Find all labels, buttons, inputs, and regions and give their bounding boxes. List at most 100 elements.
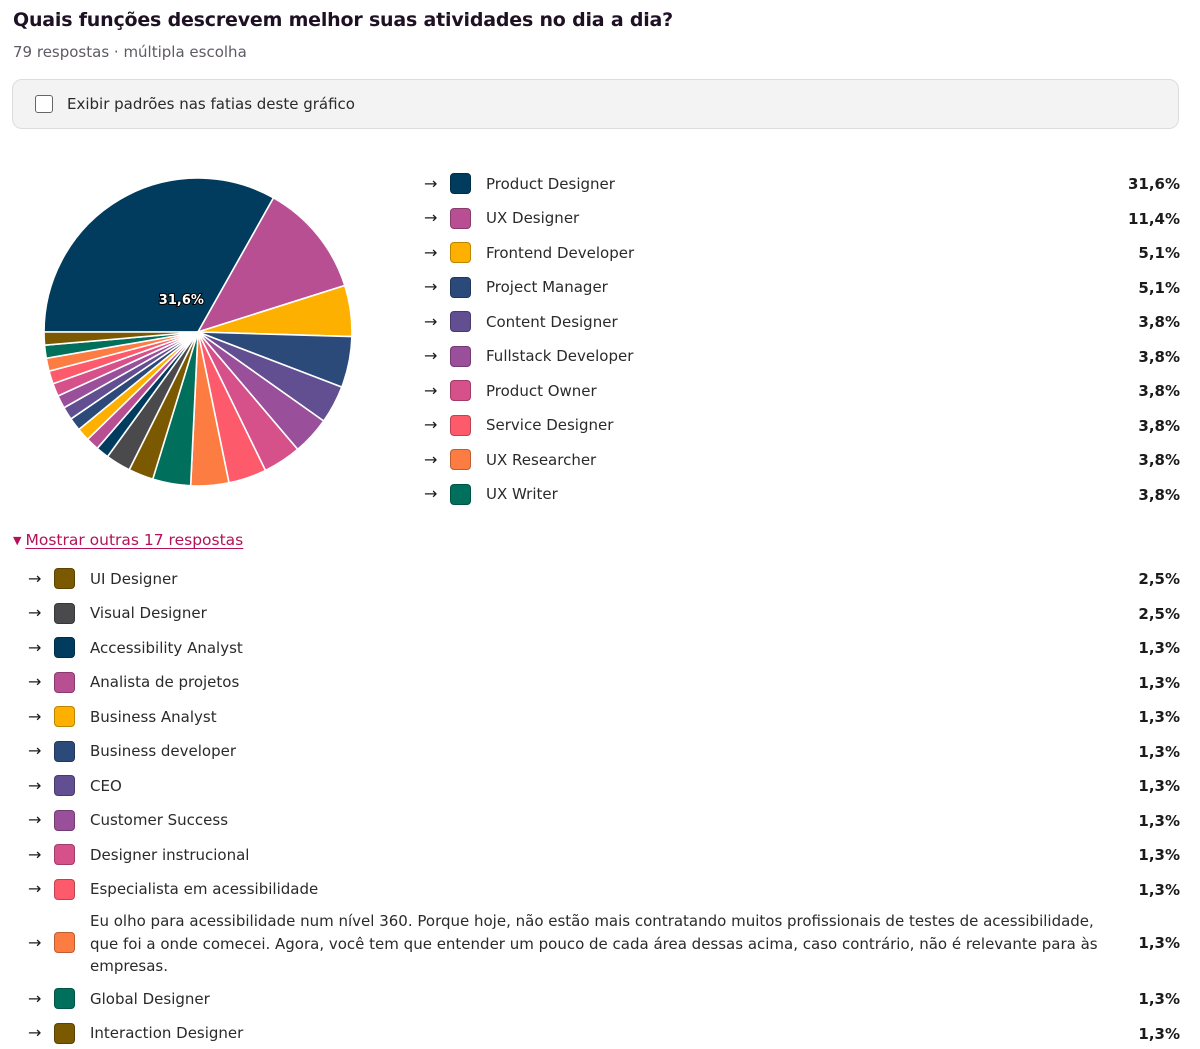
other-response-row[interactable]: → Visual Designer [28, 602, 207, 624]
pie-slice-22[interactable] [43, 331, 199, 347]
legend-row[interactable]: → UX Researcher [424, 449, 596, 470]
other-response-row[interactable]: → Interaction Designer [28, 1022, 244, 1044]
legend-row[interactable]: → Service Designer [424, 414, 613, 436]
legend-label: Analista de projetos [90, 673, 240, 691]
other-response-row[interactable]: → Accessibility Analyst [28, 637, 243, 658]
legend-percentage: 3,8% [1138, 485, 1180, 504]
color-swatch [54, 878, 75, 900]
legend-row[interactable]: → Content Designer [424, 311, 618, 332]
other-response-row[interactable]: → Especialista em acessibilidade [28, 878, 319, 900]
legend-percentage: 1,3% [1138, 1024, 1180, 1043]
arrow-right-icon: → [424, 415, 438, 434]
legend-label: Product Designer [486, 174, 615, 193]
pie-slice-1[interactable] [196, 196, 346, 334]
legend-percentage: 3,8% [1138, 382, 1180, 400]
legend-row[interactable]: → UX Designer [424, 207, 580, 229]
legend-percentage: 3,8% [1138, 451, 1180, 469]
legend-percentage: 1,3% [1138, 639, 1180, 657]
arrow-right-icon: → [424, 173, 438, 193]
legend-label: Business Analyst [90, 707, 217, 726]
arrow-right-icon: → [28, 844, 42, 864]
other-response-row[interactable]: → CEO [28, 775, 122, 796]
arrow-right-icon: → [424, 208, 438, 227]
legend-row[interactable]: → Frontend Developer [424, 242, 634, 263]
show-more-link[interactable]: ▼ Mostrar outras 17 respostas [13, 531, 243, 549]
pattern-toggle[interactable]: Exibir padrões nas fatias deste gráfico [12, 79, 1179, 129]
pie-chart: 31,6% [43, 177, 353, 487]
color-swatch [450, 414, 471, 436]
triangle-down-icon: ▼ [13, 533, 22, 547]
other-response-row[interactable]: → Analista de projetos [28, 671, 240, 693]
legend-label: UX Designer [486, 209, 580, 227]
legend-percentage: 5,1% [1138, 278, 1180, 297]
other-response-row[interactable]: → Business developer [28, 740, 236, 762]
other-response-row[interactable]: → Business Analyst [28, 706, 217, 727]
legend-percentage: 3,8% [1138, 313, 1180, 331]
legend-percentage: 3,8% [1138, 416, 1180, 435]
color-swatch [54, 775, 75, 796]
legend-label: Eu olho para acessibilidade num nível 36… [90, 912, 1098, 975]
legend-label: UI Designer [90, 569, 178, 588]
legend-percentage: 1,3% [1138, 777, 1180, 795]
arrow-right-icon: → [424, 242, 438, 262]
arrow-right-icon: → [28, 706, 42, 726]
other-response-row[interactable]: → Global Designer [28, 988, 210, 1009]
show-more-label: Mostrar outras 17 respostas [25, 531, 244, 549]
arrow-right-icon: → [28, 775, 42, 795]
arrow-right-icon: → [424, 277, 438, 296]
other-response-row[interactable]: → UI Designer [28, 568, 177, 589]
color-swatch [54, 602, 75, 624]
legend-label: Customer Success [90, 811, 229, 829]
arrow-right-icon: → [424, 311, 438, 331]
pattern-checkbox[interactable] [35, 95, 53, 113]
color-swatch [54, 671, 75, 693]
legend-percentage: 1,3% [1138, 811, 1180, 830]
legend-label: UX Researcher [486, 450, 597, 469]
pie-slice-0[interactable] [43, 177, 275, 333]
legend-label: Frontend Developer [486, 243, 635, 262]
color-swatch [54, 568, 75, 589]
arrow-right-icon: → [28, 988, 42, 1008]
page-title: Quais funções descrevem melhor suas ativ… [13, 9, 674, 31]
pie-slice-label: 31,6% [159, 293, 204, 308]
arrow-right-icon: → [28, 741, 42, 760]
legend-percentage: 2,5% [1138, 604, 1180, 623]
legend-label: Visual Designer [90, 604, 207, 622]
color-swatch [450, 311, 471, 332]
arrow-right-icon: → [424, 380, 438, 400]
color-swatch [450, 276, 471, 298]
color-swatch [54, 844, 75, 865]
legend-label: Interaction Designer [90, 1024, 244, 1042]
legend-label: Product Owner [486, 381, 597, 400]
arrow-right-icon: → [28, 1023, 42, 1042]
color-swatch [54, 809, 75, 831]
other-response-row[interactable]: → Designer instrucional [28, 844, 249, 865]
legend-percentage: 1,3% [1138, 708, 1180, 726]
arrow-right-icon: → [424, 346, 438, 365]
color-swatch [450, 483, 471, 505]
legend-percentage: 1,3% [1138, 673, 1180, 692]
legend-row[interactable]: → Product Owner [424, 380, 597, 401]
legend-percentage: 1,3% [1138, 742, 1180, 761]
legend-row[interactable]: → Project Manager [424, 276, 608, 298]
legend-percentage: 2,5% [1138, 570, 1180, 588]
legend-row[interactable]: → UX Writer [424, 483, 558, 505]
legend-label: Project Manager [486, 278, 608, 296]
color-swatch [450, 242, 471, 263]
other-response-row[interactable]: → [28, 932, 75, 953]
color-swatch [54, 1022, 75, 1044]
other-response-row[interactable]: → Customer Success [28, 809, 229, 831]
legend-label: Especialista em acessibilidade [90, 880, 319, 898]
legend-row[interactable]: → Product Designer [424, 173, 615, 194]
color-swatch [450, 380, 471, 401]
arrow-right-icon: → [28, 672, 42, 691]
legend-percentage: 5,1% [1138, 244, 1180, 262]
legend-label: Content Designer [486, 312, 618, 331]
arrow-right-icon: → [28, 932, 42, 952]
legend-row[interactable]: → Fullstack Developer [424, 345, 633, 367]
color-swatch [450, 345, 471, 367]
legend-percentage: 1,3% [1138, 880, 1180, 899]
arrow-right-icon: → [28, 603, 42, 622]
legend-label: CEO [90, 776, 122, 795]
arrow-right-icon: → [424, 484, 438, 503]
